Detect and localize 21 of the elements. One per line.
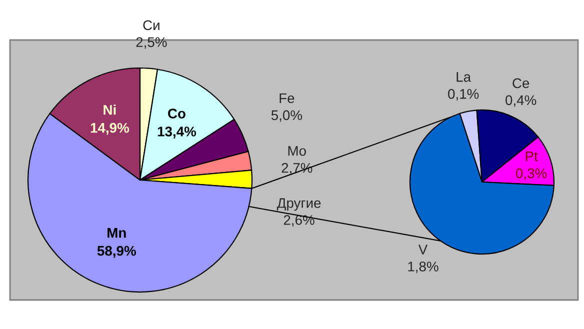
data-label: 0,3% — [516, 168, 547, 180]
slice-label: Си — [143, 20, 160, 30]
slice-label: Fe — [280, 93, 294, 104]
data-label: 1,8% — [408, 262, 438, 274]
data-label: 2,6% — [284, 215, 314, 227]
data-label: 14,9% — [90, 122, 130, 135]
slice-label: Ce — [512, 78, 530, 88]
data-label: 13,4% — [158, 126, 196, 138]
data-label: 0,4% — [506, 95, 536, 107]
slice-label: Ni — [104, 104, 116, 115]
slice-label: Pt — [526, 152, 538, 162]
data-label: 5,0% — [271, 110, 302, 122]
slice-label: La — [456, 72, 472, 82]
slice-label: Co — [168, 108, 186, 118]
data-label: 2,5% — [136, 37, 167, 49]
slice-label: Mn — [108, 228, 126, 238]
data-label: 58,9% — [97, 246, 136, 258]
data-label: 0,1% — [448, 88, 479, 100]
slice-label: V — [418, 244, 428, 254]
slice-label: Mo — [288, 146, 306, 156]
slice-label: Другие — [276, 198, 321, 211]
